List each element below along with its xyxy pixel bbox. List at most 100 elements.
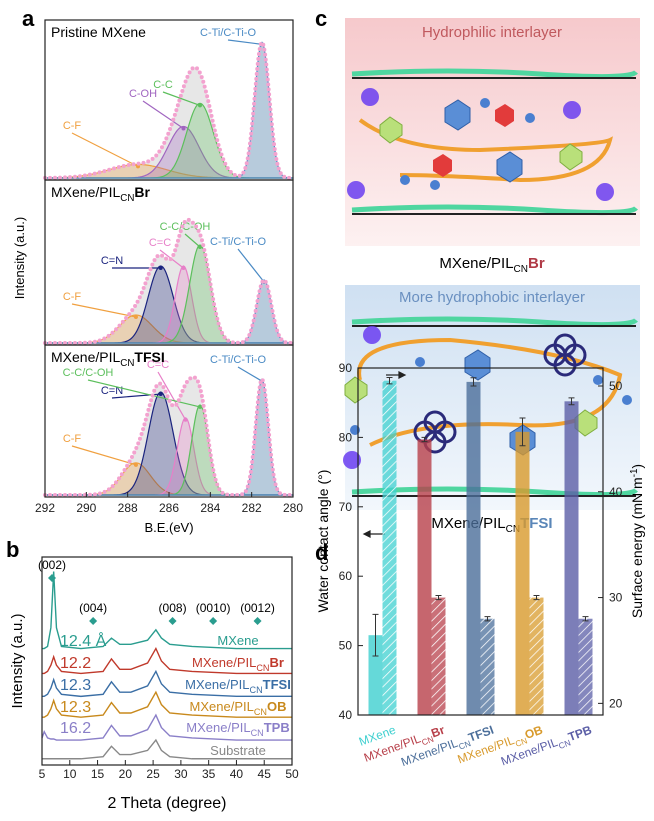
text-part: TFSI — [134, 349, 164, 365]
text-part: CN — [120, 193, 134, 204]
panel-label: c — [315, 6, 327, 31]
panel-label: b — [6, 537, 19, 562]
arrow-head — [134, 315, 138, 319]
schematic-title: More hydrophobic interlayer — [399, 289, 585, 306]
x-tick-label: 286 — [159, 501, 179, 515]
arrow-head — [134, 463, 138, 467]
legend-label: MXene — [217, 633, 258, 648]
text-part: CN — [250, 685, 263, 695]
spacing-label: 12.3 — [60, 677, 91, 694]
y-tick-label: 70 — [339, 500, 353, 514]
peak-label: C=N — [101, 385, 123, 397]
figure: a b c d Hydrophilic interlayer MXene/PIL… — [0, 0, 654, 816]
x-tick-label: 5 — [39, 767, 46, 781]
x-tick-label: 292 — [35, 501, 55, 515]
peak-label: C-Ti/C-Ti-O — [210, 236, 266, 248]
peak-index: (0012) — [240, 601, 275, 615]
y-tick-label: 90 — [339, 361, 353, 375]
caption-part: Br — [528, 255, 545, 272]
x-axis-label: 2 Theta (degree) — [108, 795, 227, 812]
arrow-head — [198, 405, 202, 409]
peak-marker — [209, 617, 217, 625]
spacing-label: 16.2 — [60, 720, 91, 737]
peak-label: C-C — [153, 79, 173, 91]
peak-label: C=N — [101, 255, 123, 267]
x-tick-label: 30 — [174, 767, 188, 781]
peak-label: C=C — [149, 237, 171, 249]
y2-tick-label: 40 — [609, 485, 623, 499]
y-axis-label: Intensity (a.u.) — [12, 217, 27, 299]
text-part: Br — [134, 184, 150, 200]
peak-label: C-F — [63, 291, 82, 303]
annotation-arrow — [72, 304, 136, 317]
annotation-arrow — [72, 133, 138, 166]
x-tick-label: 35 — [202, 767, 216, 781]
peak-label: C-F — [63, 120, 82, 132]
page: {"panel_labels":["a","b","c","d"], "sche… — [0, 0, 654, 821]
x-tick-label: 290 — [76, 501, 96, 515]
text-part: MXene/PIL — [51, 184, 120, 200]
panel-label: a — [22, 6, 35, 31]
bar — [383, 381, 397, 715]
y2-tick-label: 20 — [609, 696, 623, 710]
y-tick-label: 60 — [339, 569, 353, 583]
text-part: Pristine MXene — [51, 24, 146, 40]
peak-index: (004) — [79, 601, 107, 615]
x-tick-label: 50 — [285, 767, 299, 781]
spacing-label: 12.4 Å — [60, 631, 107, 650]
y-tick-label: 40 — [339, 708, 353, 722]
peak-label: C-F — [63, 433, 82, 445]
y2-tick-label: 50 — [609, 379, 623, 393]
text-part: Br — [270, 655, 284, 670]
spacing-label: 12.3 — [60, 699, 91, 716]
legend-label: MXene/PILCNTPB — [186, 720, 289, 738]
peak-marker — [89, 617, 97, 625]
text-part: OB — [267, 699, 287, 714]
y2-tick-label: 30 — [609, 591, 623, 605]
annotation-arrow — [238, 367, 262, 381]
bar — [516, 432, 530, 715]
arrow-head — [159, 392, 163, 396]
text-part: MXene/PIL — [185, 677, 249, 692]
annotation-arrow — [228, 40, 262, 44]
x-tick-label: 280 — [283, 501, 303, 515]
text-part: TPB — [264, 720, 290, 735]
bar — [565, 401, 579, 715]
legend-label: MXene/PILCNOB — [190, 699, 287, 717]
text-part: CN — [251, 728, 264, 738]
y-tick-label: 50 — [339, 639, 353, 653]
bar — [579, 619, 593, 715]
x-tick-label: 25 — [146, 767, 160, 781]
x-tick-label: 20 — [119, 767, 133, 781]
annotation-arrow — [238, 249, 264, 282]
x-axis-label: B.E.(eV) — [144, 520, 193, 535]
text-part: -1 — [629, 469, 640, 478]
peak-label: C-C/C-OH — [63, 367, 114, 379]
spacing-label: 12.2 — [60, 655, 91, 672]
text-part: MXene/PIL — [192, 655, 256, 670]
x-tick-label: 10 — [63, 767, 77, 781]
arrow-head — [181, 126, 185, 130]
caption-part: MXene/PIL — [439, 255, 513, 272]
text-part: ) — [629, 464, 645, 469]
text-part: MXene/PIL — [51, 349, 120, 365]
peak-index: (008) — [159, 601, 187, 615]
text-part: MXene/PIL — [190, 699, 254, 714]
arrow-head — [198, 103, 202, 107]
schematic-title: Hydrophilic interlayer — [422, 24, 562, 41]
text-part: Substrate — [210, 743, 266, 758]
legend-label: MXene/PILCNBr — [192, 655, 284, 673]
bar — [432, 598, 446, 715]
text-part: TFSI — [263, 677, 291, 692]
schematic-caption: MXene/PILCNBr — [439, 255, 545, 275]
text-part: TPB — [566, 723, 594, 744]
bar — [418, 439, 432, 715]
text-part: CN — [256, 663, 269, 673]
x-tick-label: 284 — [200, 501, 220, 515]
x-tick-label: 40 — [230, 767, 244, 781]
panel-title: MXene/PILCNBr — [51, 184, 151, 204]
peak-label: C-Ti/C-Ti-O — [210, 354, 266, 366]
text-part: CN — [254, 707, 267, 717]
schematic-caption: MXene/PILCNTFSI — [431, 515, 552, 535]
legend-label: MXene/PILCNTFSI — [185, 677, 291, 695]
